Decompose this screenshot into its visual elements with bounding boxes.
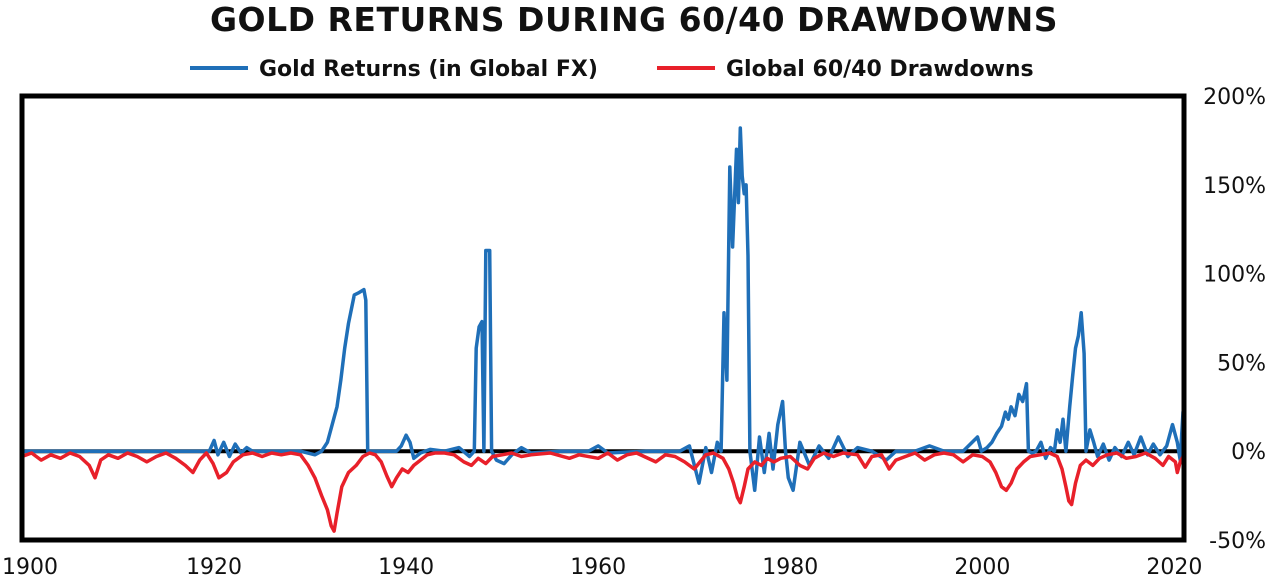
series-line-global-6040-drawdowns bbox=[21, 451, 1186, 533]
x-tick-label: 1920 bbox=[186, 555, 242, 577]
x-tick-label: 1900 bbox=[2, 555, 58, 577]
y-tick-label: -50% bbox=[1209, 529, 1266, 554]
chart-title: GOLD RETURNS DURING 60/40 DRAWDOWNS bbox=[210, 0, 1058, 39]
y-tick-label: 100% bbox=[1203, 263, 1266, 288]
plot-area bbox=[19, 93, 1187, 543]
y-tick-label: 50% bbox=[1217, 351, 1266, 376]
x-tick-label: 1940 bbox=[378, 555, 434, 577]
x-tick-label: 1960 bbox=[570, 555, 626, 577]
series-line-gold-returns bbox=[22, 126, 1186, 493]
y-tick-label: 0% bbox=[1231, 440, 1266, 465]
legend-label-6040: Global 60/40 Drawdowns bbox=[726, 57, 1034, 82]
y-axis: 200% 150% 100% 50% 0% -50% bbox=[1203, 85, 1266, 554]
legend-label-gold: Gold Returns (in Global FX) bbox=[259, 57, 598, 82]
y-tick-label: 150% bbox=[1203, 174, 1266, 199]
legend: Gold Returns (in Global FX) Global 60/40… bbox=[190, 57, 1034, 82]
x-tick-label: 2020 bbox=[1146, 555, 1202, 577]
y-tick-label: 200% bbox=[1203, 85, 1266, 110]
x-tick-label: 1980 bbox=[762, 555, 818, 577]
x-tick-label: 2000 bbox=[954, 555, 1010, 577]
x-axis: 1900 1920 1940 1960 1980 2000 2020 bbox=[2, 555, 1202, 577]
plot-frame bbox=[19, 93, 1187, 543]
